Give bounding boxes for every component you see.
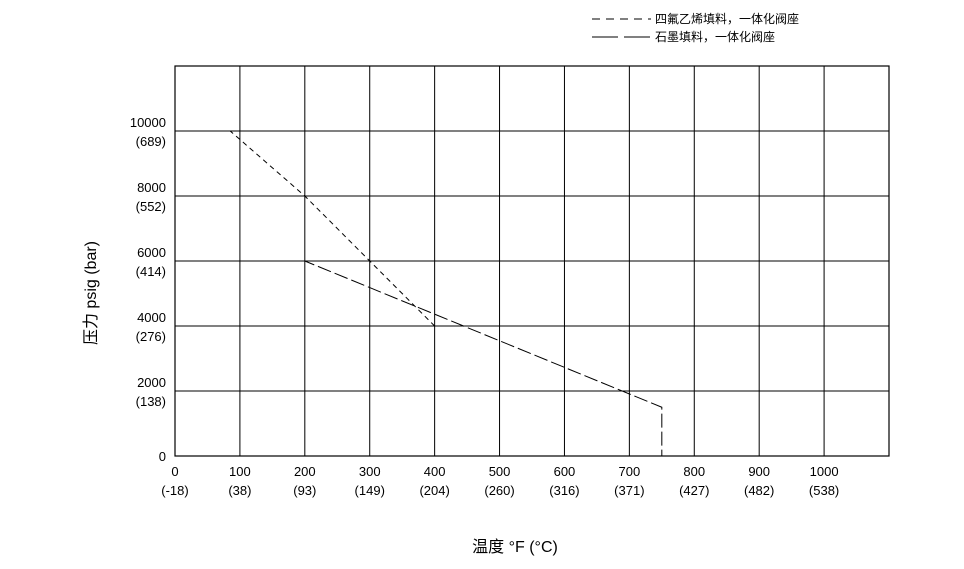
x-tick-sublabel: (204): [419, 483, 449, 498]
y-tick-labels: 0 2000 (138) 4000 (276) 6000 (414) 8000 (552) 100…: [130, 115, 166, 464]
y-tick-sublabel: (138): [136, 394, 166, 409]
series-lines: [175, 130, 663, 456]
y-tick-label: 4000: [137, 310, 166, 325]
x-tick-sublabel: (538): [809, 483, 839, 498]
grid: [175, 66, 889, 456]
x-tick-label: 1000: [810, 464, 839, 479]
x-tick-sublabel: (316): [549, 483, 579, 498]
x-tick-label: 500: [489, 464, 511, 479]
x-tick-sublabel: (427): [679, 483, 709, 498]
x-tick-sublabel: (93): [293, 483, 316, 498]
x-tick-labels: 0 (-18) 100 (38) 200 (93) 300 (149) 400 (204) 500 (…: [161, 464, 839, 498]
legend-label-2: 石墨填料，一体化阀座: [655, 29, 775, 44]
y-tick-sublabel: (414): [136, 264, 166, 279]
x-tick-sublabel: (260): [484, 483, 514, 498]
x-axis-title: 温度 °F (°C): [472, 538, 558, 556]
x-tick-label: 800: [683, 464, 705, 479]
y-tick-label: 10000: [130, 115, 166, 130]
y-tick-sublabel: (552): [136, 199, 166, 214]
y-tick-label: 2000: [137, 375, 166, 390]
series-line-1: [175, 130, 435, 327]
x-tick-label: 700: [619, 464, 641, 479]
y-tick-label: 8000: [137, 180, 166, 195]
x-tick-label: 400: [424, 464, 446, 479]
x-tick-label: 100: [229, 464, 251, 479]
x-tick-label: 600: [554, 464, 576, 479]
x-tick-sublabel: (-18): [161, 483, 188, 498]
x-tick-sublabel: (371): [614, 483, 644, 498]
x-tick-label: 300: [359, 464, 381, 479]
y-axis-title: 压力 psig (bar): [82, 241, 100, 345]
x-tick-label: 900: [748, 464, 770, 479]
y-tick-label: 6000: [137, 245, 166, 260]
y-tick-sublabel: (276): [136, 329, 166, 344]
y-tick-sublabel: (689): [136, 134, 166, 149]
x-tick-label: 0: [171, 464, 178, 479]
y-tick-label: 0: [159, 449, 166, 464]
x-tick-sublabel: (149): [355, 483, 385, 498]
legend-label-1: 四氟乙烯填料，一体化阀座: [655, 11, 799, 26]
series-line-2: [175, 260, 663, 456]
x-tick-sublabel: (38): [228, 483, 251, 498]
x-tick-sublabel: (482): [744, 483, 774, 498]
x-tick-label: 200: [294, 464, 316, 479]
